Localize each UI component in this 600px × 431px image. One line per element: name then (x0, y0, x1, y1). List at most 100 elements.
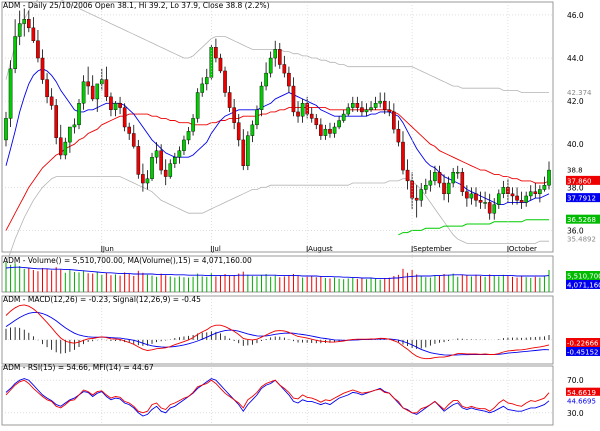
candle-body (159, 150, 163, 171)
candle-body (4, 118, 8, 141)
candle-body (314, 118, 319, 126)
upper-band-line (5, 0, 549, 93)
month-label: Jul (211, 245, 221, 253)
candle-body (497, 193, 501, 205)
candle-body (510, 193, 515, 197)
candle-body (246, 135, 250, 166)
candle-body (200, 83, 205, 93)
price-header: ADM - Daily 25/10/2006 Open 38.1, Hi 39.… (3, 1, 270, 10)
macd-signal-line (5, 311, 550, 356)
candle-body (72, 124, 77, 128)
candle-body (236, 122, 241, 141)
candle-body (218, 57, 223, 72)
lower-band-line (5, 176, 549, 263)
candle-body (122, 107, 127, 128)
candle-body (428, 180, 433, 186)
rsi-value-label-bg (566, 387, 600, 397)
candle-body (350, 103, 355, 108)
candle-body (214, 47, 218, 59)
rsi-value-label: 54.6619 (566, 387, 600, 397)
price-value-label: 37.860 (566, 175, 600, 185)
candle-body (346, 107, 351, 115)
candle-body (442, 182, 446, 195)
candle-body (113, 103, 118, 110)
candle-body (27, 19, 31, 29)
price-value-label-bg (566, 214, 600, 224)
candle-body (150, 156, 154, 179)
candle-body (49, 96, 54, 106)
candle-body (77, 103, 81, 126)
candle-body (13, 36, 17, 70)
rsi-tick-label: 30.0 (567, 409, 584, 418)
volume-bars (5, 262, 550, 292)
macd-value-label-text: -0.45152 (567, 349, 598, 357)
volume-ma-line (5, 266, 550, 279)
volume-value-label: 5,510,700 (566, 271, 600, 281)
macd-value-label: -0.22666 (566, 338, 600, 348)
candle-body (305, 103, 309, 115)
price-value-label: 38.8 (566, 165, 600, 175)
candle-body (405, 169, 410, 182)
candle-body (414, 197, 419, 201)
volume-value-label-text: 5,510,700 (567, 273, 600, 281)
price-tick-label: 44.0 (567, 54, 584, 63)
candle-body (437, 172, 442, 184)
value-labels: 42.374 38.8 37.860 37.7912 36.5268 35.4892 5,5… (566, 87, 600, 405)
rsi-panel-frame (1, 365, 554, 426)
candle-body (533, 191, 538, 195)
rsi-title: ADM - RSI(15) = 54.66, MFI(14) = 44.67 (3, 363, 154, 372)
candle-body (433, 172, 437, 182)
volume-value-label: 4,071,160 (566, 280, 600, 290)
candle-body (8, 68, 13, 119)
candle-body (95, 83, 100, 100)
candle-body (259, 85, 264, 110)
bollinger-bands (5, 0, 549, 263)
candle-body (396, 128, 401, 143)
candle-body (547, 169, 551, 186)
price-value-label-bg (566, 193, 600, 203)
candle-body (255, 109, 259, 126)
price-value-label-bg (566, 87, 600, 97)
price-value-label-text: 37.860 (567, 177, 592, 185)
volume-value-label-text: 4,071,160 (567, 282, 600, 290)
short-ma-line (5, 68, 550, 206)
macd-line (5, 304, 550, 360)
candle-body (273, 49, 278, 59)
candle-body (455, 172, 460, 174)
candle-body (332, 126, 337, 134)
rsi-value-label-text: 44.6695 (567, 397, 596, 405)
candle-body (232, 107, 236, 123)
candle-body (241, 139, 246, 166)
price-tick-label: 38.0 (567, 183, 584, 192)
rsi-grid: 70.0 30.0 (2, 376, 584, 418)
price-value-label-bg (566, 175, 600, 185)
candle-body (227, 92, 232, 108)
long-ma-line (398, 219, 549, 236)
candle-body (465, 191, 469, 199)
macd-value-label: -0.45152 (566, 347, 600, 357)
rsi-value-label-text: 54.6619 (567, 389, 596, 397)
candle-body (538, 189, 542, 195)
candle-body (118, 103, 122, 108)
candle-body (268, 57, 273, 74)
candle-body (287, 72, 291, 87)
volume-value-label-bg (566, 271, 600, 280)
candle-body (45, 79, 49, 98)
candle-body (401, 141, 405, 171)
candle-body (469, 193, 474, 199)
candle-body (474, 193, 478, 201)
candle-body (17, 23, 22, 37)
candle-body (250, 124, 255, 136)
candle-body (528, 191, 533, 197)
macd-value-label-bg (566, 338, 600, 347)
candle-body (487, 202, 492, 214)
candle-body (309, 113, 314, 119)
rsi-tick-label: 70.0 (567, 376, 584, 385)
candle-body (104, 79, 109, 98)
candle-body (492, 204, 497, 214)
candle-body (410, 180, 414, 199)
price-value-label: 37.7912 (566, 193, 600, 203)
month-label: October (509, 245, 537, 253)
